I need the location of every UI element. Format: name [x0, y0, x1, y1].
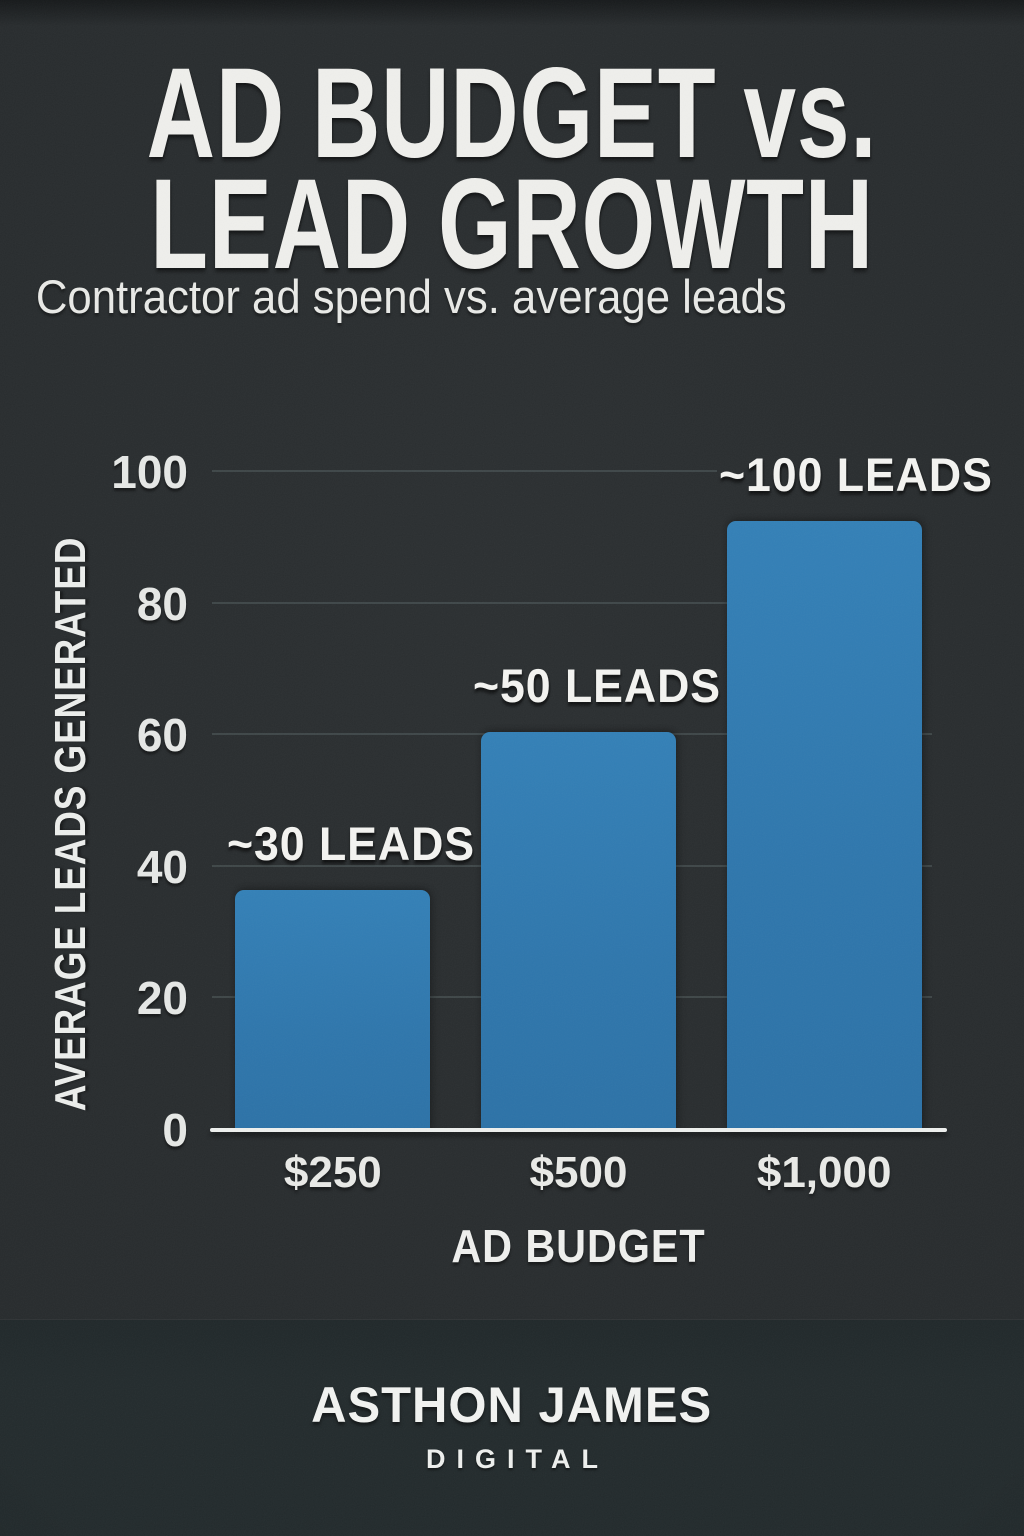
title-block: AD BUDGET vs. LEAD GROWTH	[0, 50, 1024, 289]
bar-value-label: ~50 LEADS	[473, 658, 722, 712]
brand-name: ASTHON JAMES	[311, 1377, 713, 1433]
x-tick-label: $250	[283, 1148, 382, 1197]
y-tick-label: 40	[136, 840, 188, 893]
y-tick-label: 60	[136, 709, 188, 762]
x-tick-label: $500	[529, 1148, 628, 1197]
bar-value-label: ~100 LEADS	[718, 448, 993, 502]
bar-value-label: ~30 LEADS	[227, 816, 476, 870]
bar-$500	[481, 731, 676, 1130]
gridline-80	[212, 601, 740, 604]
bar-$250	[235, 889, 431, 1130]
x-axis-line	[210, 1128, 947, 1132]
y-tick-label: 100	[111, 446, 188, 498]
y-tick-label: 80	[136, 577, 188, 630]
page-title: AD BUDGET vs. LEAD GROWTH	[133, 50, 891, 289]
footer-brand-bar: ASTHON JAMES DIGITAL	[0, 1320, 1024, 1536]
x-axis-title: AD BUDGET	[451, 1220, 706, 1272]
x-tick-label: $1,000	[756, 1148, 892, 1197]
plot-area: 0 20 40 60 80 100 ~30 LEADS $250 ~50 LEADS $500 ~1…	[111, 448, 991, 1197]
page-title-line-2: LEAD GROWTH	[150, 153, 874, 296]
gridline-100	[212, 470, 717, 472]
bar-$1,000	[726, 521, 922, 1130]
brand-tagline: DIGITAL	[426, 1444, 609, 1474]
y-tick-label: 20	[136, 972, 188, 1025]
y-tick-label: 0	[162, 1104, 188, 1156]
